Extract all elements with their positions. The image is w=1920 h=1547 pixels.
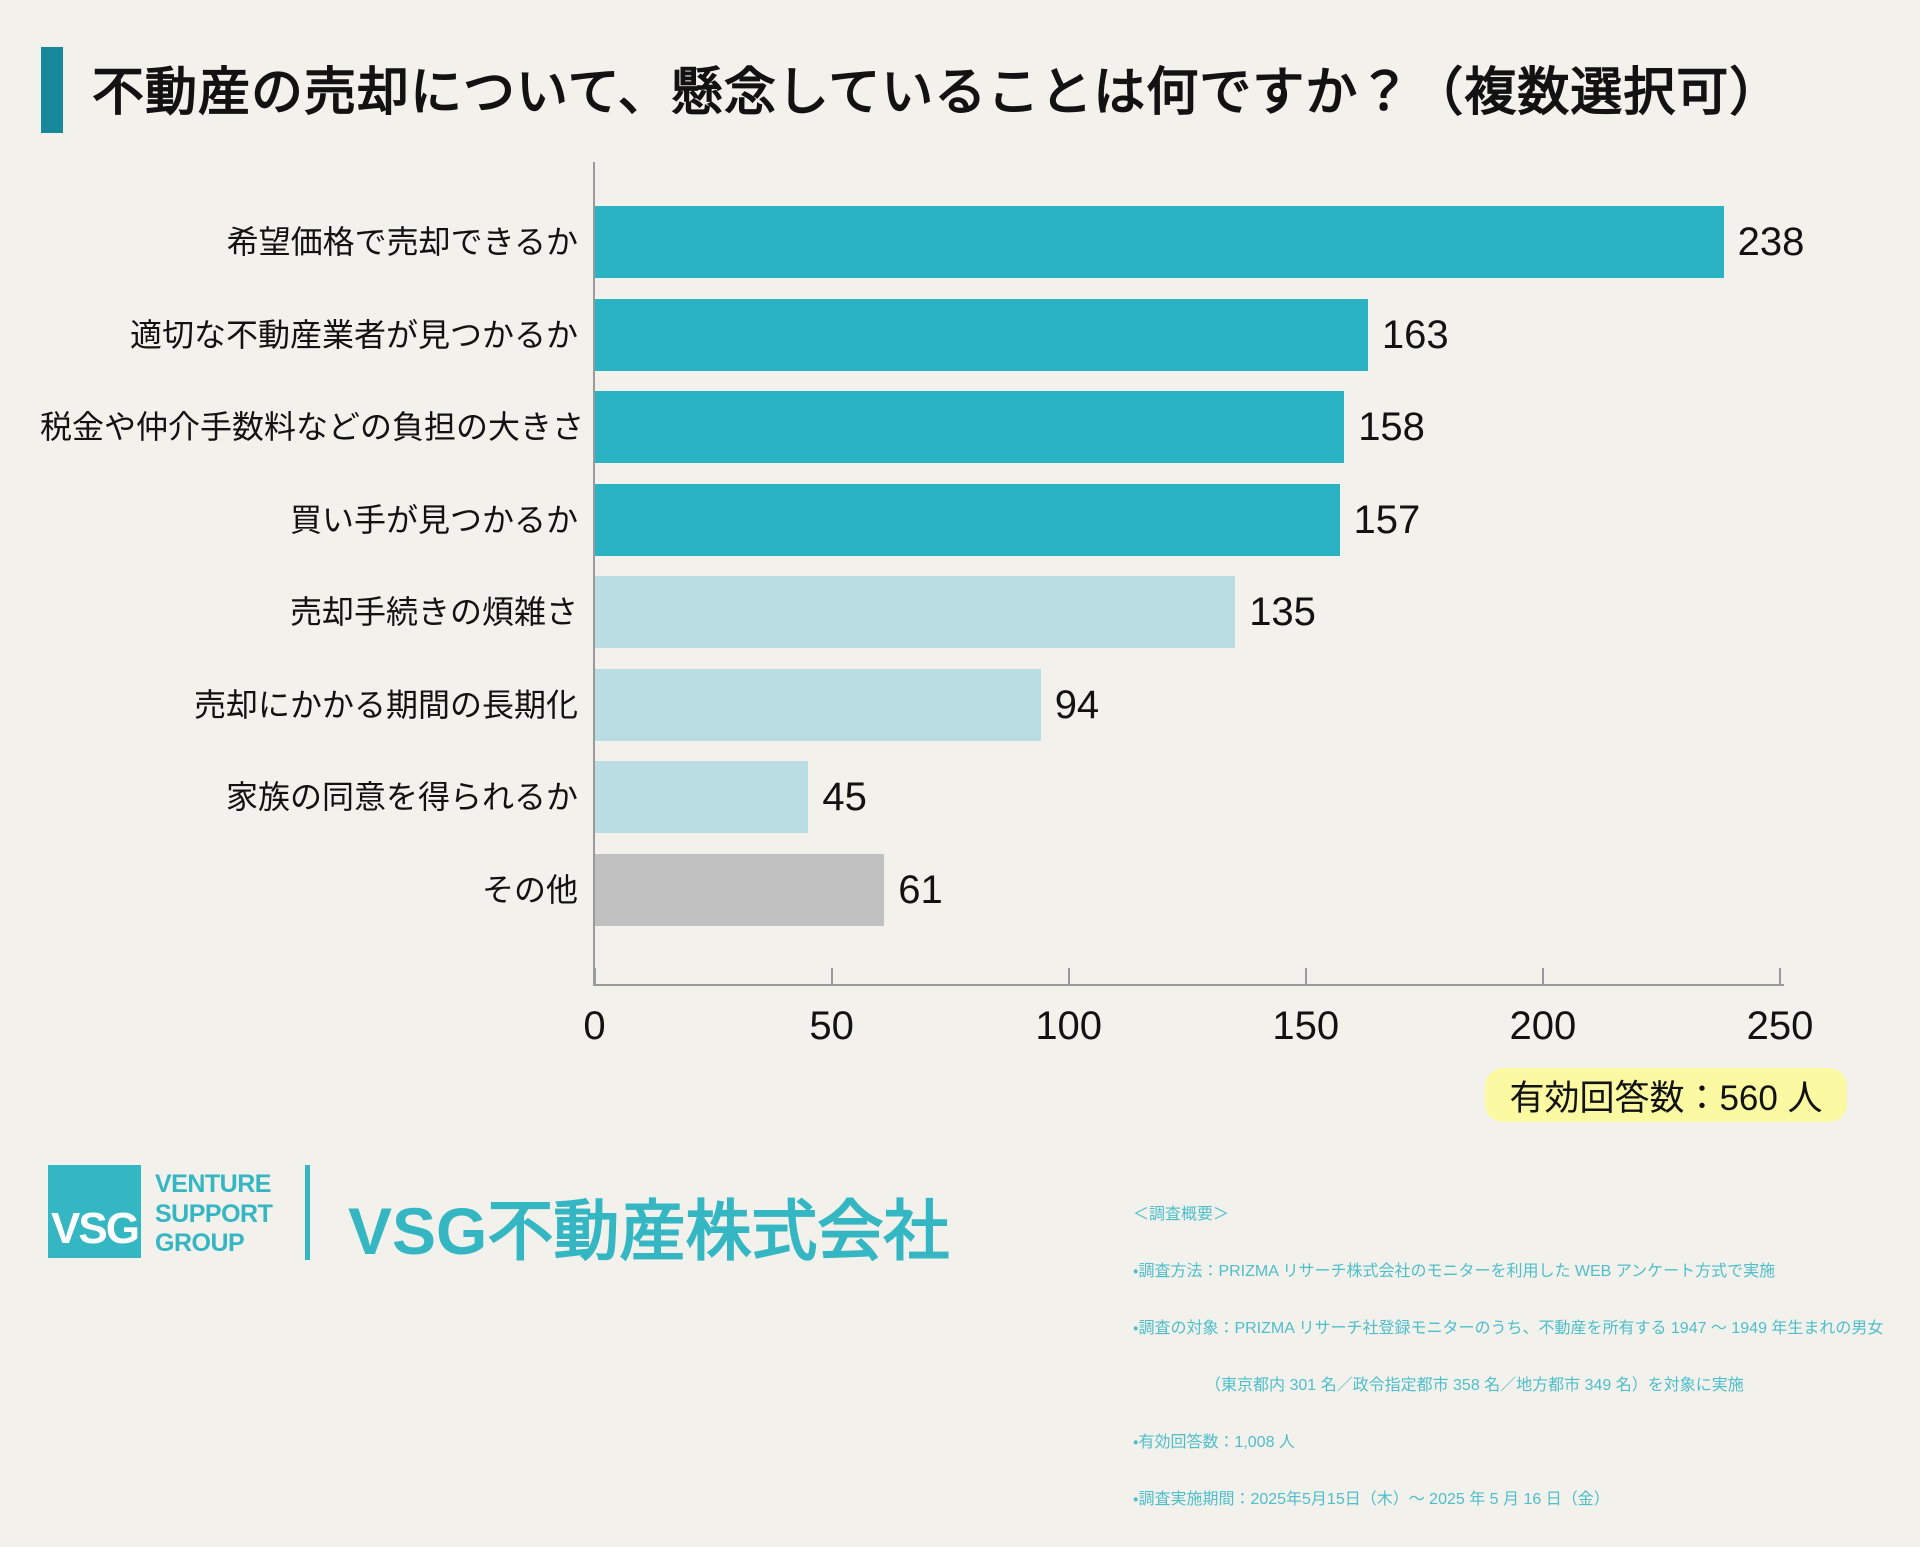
value-label: 238	[1737, 220, 1805, 264]
value-label: 45	[822, 775, 867, 819]
category-label: 適切な不動産業者が見つかるか	[129, 316, 578, 353]
vsg-logo-wordmark: VENTURE SUPPORT GROUP	[155, 1170, 273, 1259]
x-axis-tick	[830, 968, 833, 984]
title-accent-bar	[41, 47, 63, 133]
valid-responses-text: 有効回答数：560 人	[1509, 1078, 1823, 1118]
x-axis-tick	[1779, 968, 1781, 984]
x-axis-tick	[1304, 968, 1307, 984]
category-label: 家族の同意を得られるか	[225, 779, 578, 815]
bar	[595, 206, 1724, 278]
x-axis-line	[593, 984, 1784, 986]
category-label: 売却手続きの煩雑さ	[289, 594, 578, 630]
page-title: 不動産の売却について、懸念していることは何ですか？（複数選択可）	[92, 64, 1783, 122]
bar	[595, 298, 1368, 371]
x-axis-tick	[1541, 968, 1544, 984]
category-label: 売却にかかる期間の長期化	[193, 686, 578, 723]
vsg-logo-abbr: VSG	[51, 1204, 140, 1253]
survey-header: ＜調査概要＞	[1133, 1206, 1230, 1223]
x-axis-tick-label: 50	[809, 1004, 854, 1048]
x-axis-tick	[593, 968, 596, 984]
logo-line: GROUP	[155, 1229, 245, 1257]
bar	[595, 668, 1041, 741]
value-label: 163	[1381, 312, 1449, 357]
bar	[595, 853, 885, 926]
survey-line: （東京都内 301 名／政令指定都市 358 名／地方都市 349 名）を対象に…	[1133, 1377, 1744, 1394]
logo-line: SUPPORT	[155, 1199, 273, 1228]
category-label: 税金や仲介手数料などの負担の大きさ	[40, 409, 585, 445]
logo-divider	[305, 1165, 310, 1260]
value-label: 61	[898, 867, 943, 912]
value-label: 157	[1353, 497, 1421, 542]
value-label: 135	[1249, 590, 1316, 634]
x-axis-tick-label: 150	[1272, 1004, 1340, 1048]
y-axis-line	[593, 162, 595, 986]
bar	[595, 576, 1236, 648]
x-axis-tick-label: 0	[583, 1004, 606, 1048]
valid-responses-badge: 有効回答数：560 人	[1485, 1068, 1847, 1122]
survey-line: ・調査方法：PRIZMA リサーチ株式会社のモニターを利用した WEB アンケー…	[1133, 1263, 1776, 1280]
x-axis-tick-label: 200	[1509, 1004, 1577, 1048]
bar	[595, 761, 809, 833]
logo-line: VENTURE	[155, 1170, 271, 1198]
value-label: 158	[1358, 405, 1425, 449]
x-axis-tick	[1067, 968, 1070, 984]
x-axis-tick-label: 100	[1035, 1004, 1103, 1048]
category-label: 希望価格で売却できるか	[226, 224, 578, 260]
vsg-logo-mark: VSG	[48, 1165, 141, 1258]
survey-line: ・有効回答数：1,008 人	[1133, 1434, 1295, 1451]
category-label: 買い手が見つかるか	[289, 501, 578, 538]
company-name: VSG不動産株式会社	[348, 1194, 950, 1268]
bar	[595, 391, 1345, 463]
survey-overview-notes: ＜調査概要＞ ・調査方法：PRIZMA リサーチ株式会社のモニターを利用した W…	[1133, 1167, 1883, 1547]
value-label: 94	[1054, 682, 1100, 727]
x-axis-tick-label: 250	[1746, 1004, 1814, 1048]
survey-line: ・調査実施期間：2025年5月15日（木）～ 2025 年 5 月 16 日（金…	[1133, 1491, 1610, 1508]
category-label: その他	[481, 871, 578, 908]
bar	[595, 483, 1340, 556]
survey-line: ・調査の対象：PRIZMA リサーチ社登録モニターのうち、不動産を所有する 19…	[1133, 1320, 1884, 1337]
